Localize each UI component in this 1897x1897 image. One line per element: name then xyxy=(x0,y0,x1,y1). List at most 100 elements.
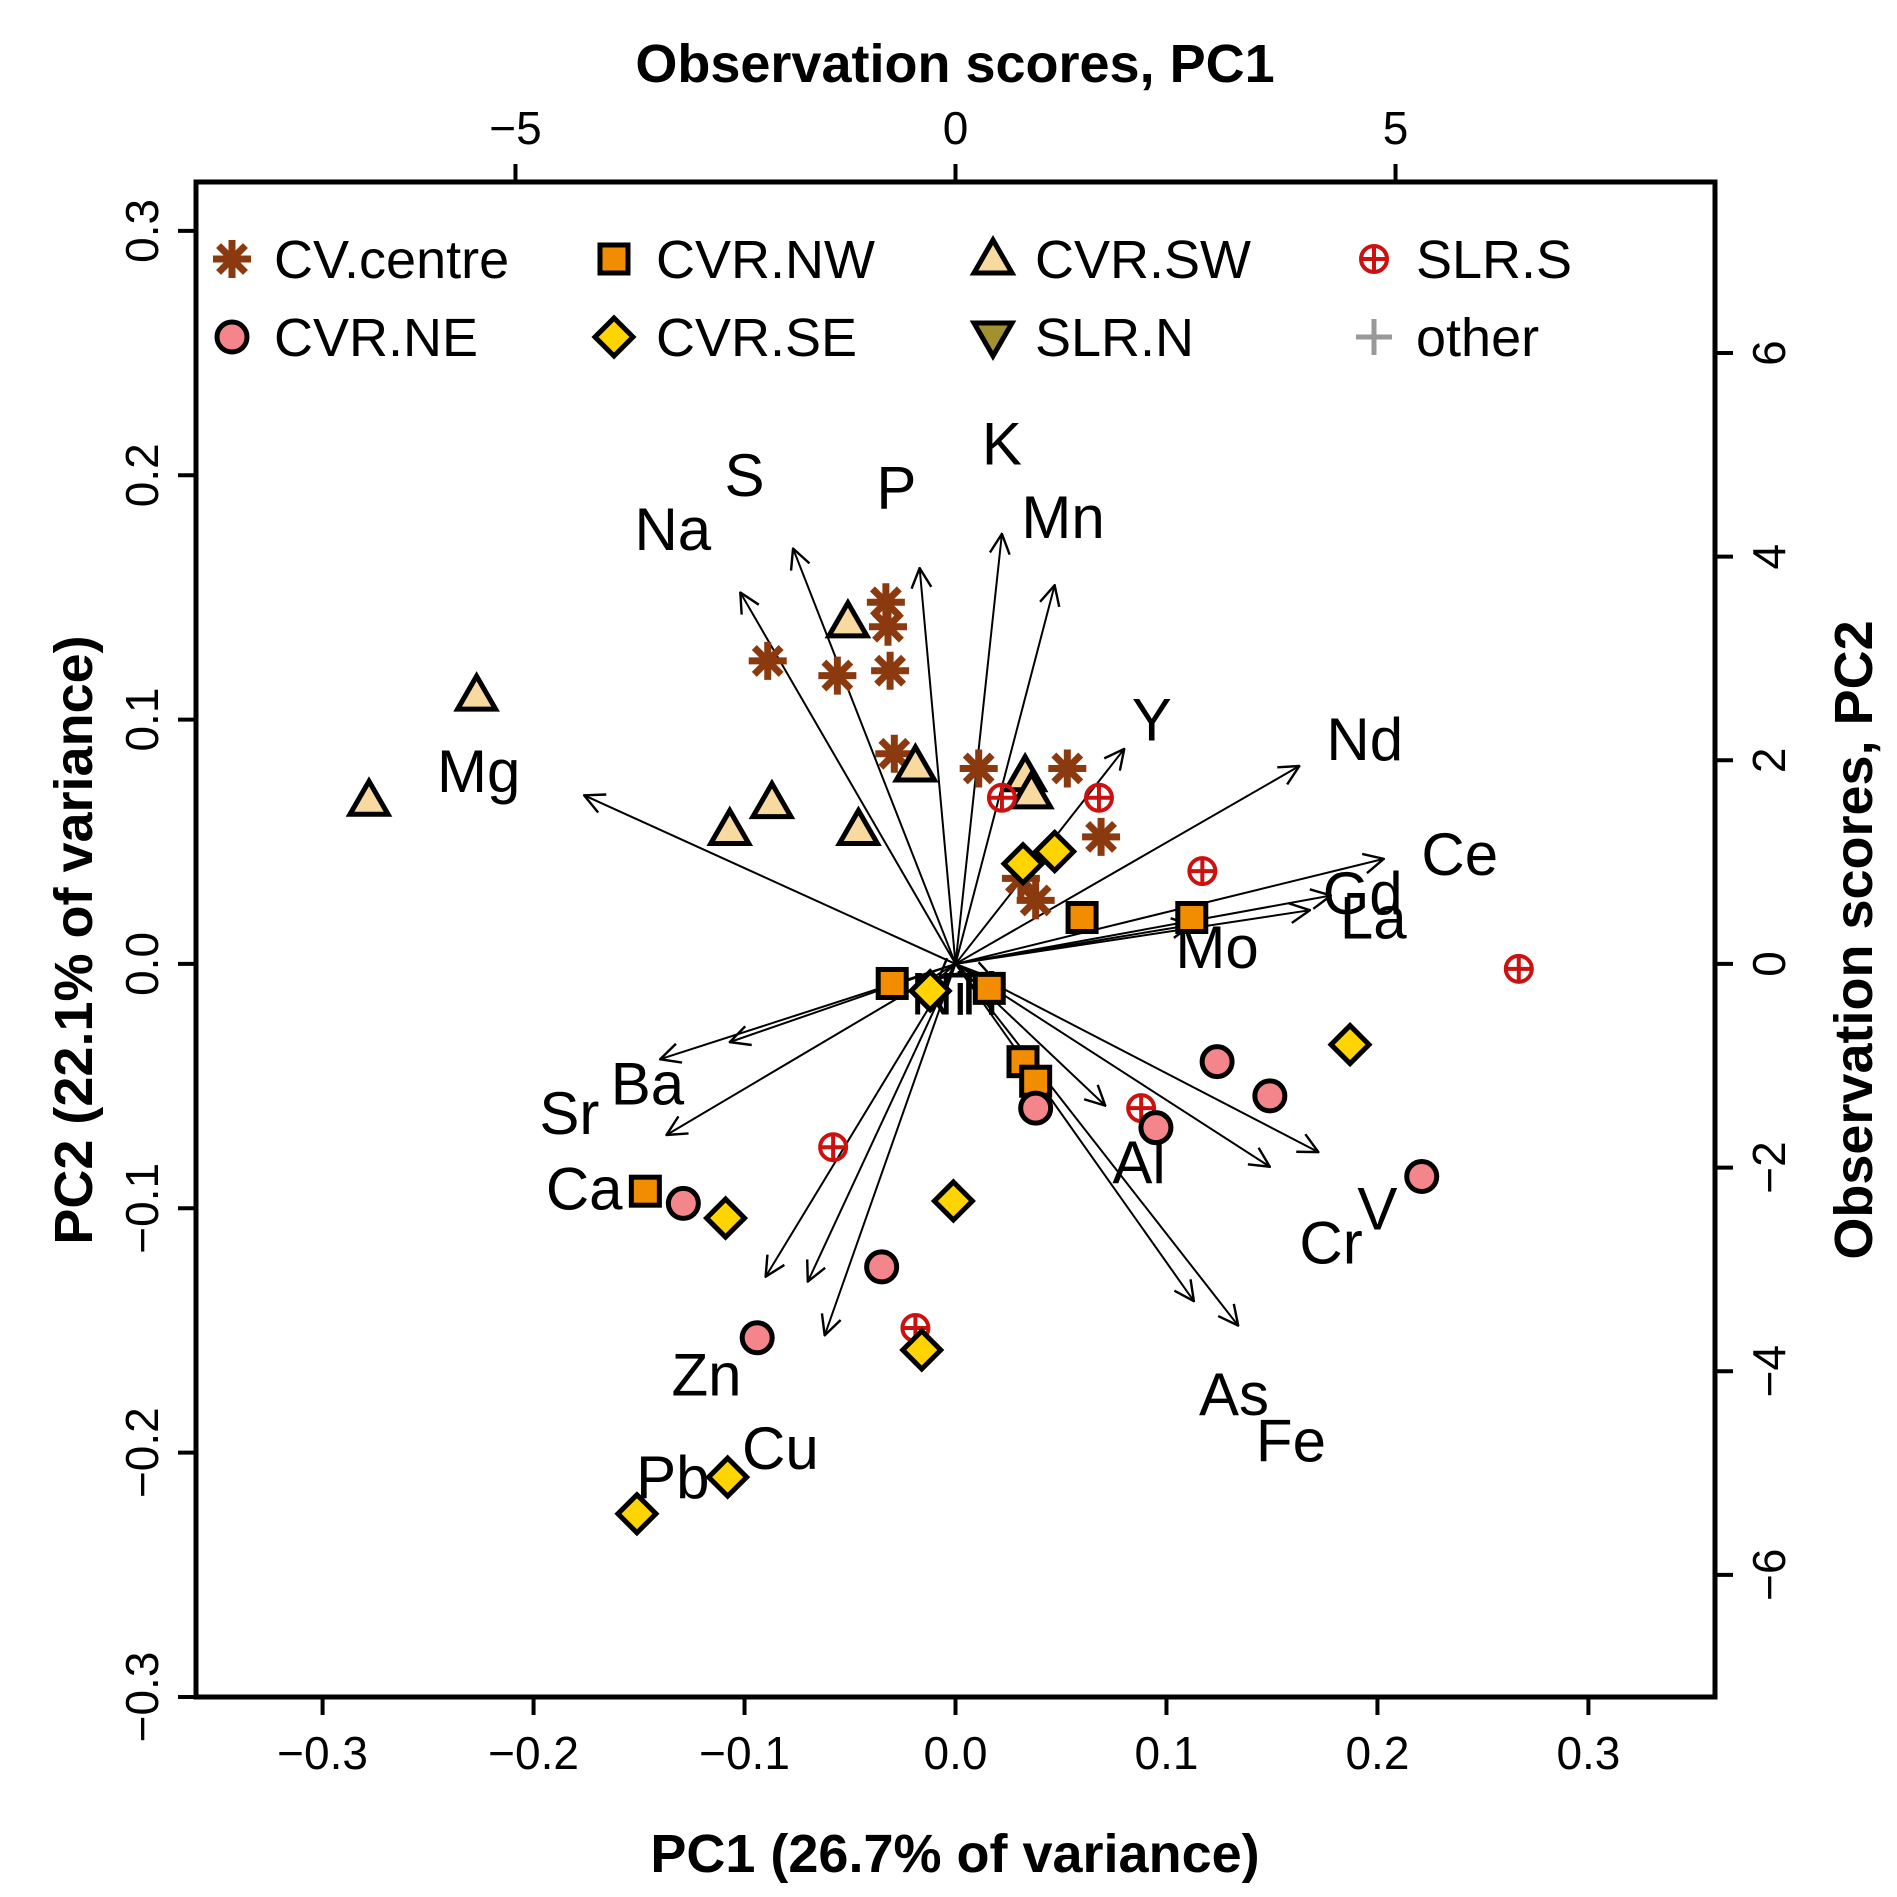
point-cvr-ne xyxy=(1199,1044,1235,1080)
loading-label-ba: Ba xyxy=(611,1051,685,1118)
axes: −0.3 −0.2 −0.1 0.0 0.1 0.2 0.3 −5 0 5 −0.3 −0.2 −0.1… xyxy=(116,102,1795,1779)
series-cv-centre xyxy=(748,583,1121,920)
left-tick-label: −0.1 xyxy=(116,1163,168,1254)
legend-label-cv-centre: CV.centre xyxy=(274,230,509,290)
point-cvr-nw xyxy=(628,1174,662,1208)
point-cvr-nw xyxy=(1175,901,1209,935)
observation-points xyxy=(345,583,1534,1537)
loading-label-v: V xyxy=(1357,1175,1397,1242)
point-cvr-sw xyxy=(1008,768,1055,810)
bottom-tick-label: 0.0 xyxy=(924,1727,988,1779)
series-cvr-se xyxy=(614,828,1373,1537)
point-cvr-nw xyxy=(875,966,909,1000)
legend-marker-other xyxy=(1356,319,1392,355)
loading-label-ca: Ca xyxy=(546,1156,623,1223)
top-tick-label: 0 xyxy=(943,102,969,154)
right-tick-label: −6 xyxy=(1743,1549,1795,1601)
loading-label-nd: Nd xyxy=(1326,706,1403,773)
legend-marker-cvr-ne xyxy=(214,319,250,355)
top-tick-label: −5 xyxy=(489,102,541,154)
loading-arrow-k xyxy=(954,534,1002,965)
loading-label-y: Y xyxy=(1132,687,1172,754)
right-tick-label: 6 xyxy=(1743,340,1795,366)
point-cv-centre xyxy=(1016,881,1055,920)
point-cvr-sw xyxy=(748,778,796,820)
legend-label-slr-n: SLR.N xyxy=(1035,308,1194,368)
loading-label-zn: Zn xyxy=(672,1341,742,1408)
legend-label-cvr-sw: CVR.SW xyxy=(1035,230,1251,290)
right-tick-label: 2 xyxy=(1743,748,1795,774)
legend-label-slr-s: SLR.S xyxy=(1416,230,1572,290)
loading-label-mn: Mn xyxy=(1021,484,1104,551)
point-cvr-se xyxy=(899,1327,945,1373)
loading-label-sr: Sr xyxy=(539,1080,599,1147)
point-cv-centre xyxy=(1082,817,1121,856)
right-tick-label: −2 xyxy=(1743,1141,1795,1193)
point-cv-centre xyxy=(959,749,998,788)
point-cvr-ne xyxy=(1404,1159,1440,1195)
loading-arrow-fe xyxy=(954,963,1239,1326)
point-cvr-ne xyxy=(1252,1078,1288,1114)
loading-label-cu: Cu xyxy=(742,1415,819,1482)
loading-arrow-zn xyxy=(766,963,957,1277)
loading-arrow-mg xyxy=(584,795,956,965)
point-slr-s xyxy=(1187,856,1218,887)
loading-label-s: S xyxy=(725,442,765,509)
loading-label-fe: Fe xyxy=(1256,1407,1326,1474)
right-tick-label: 4 xyxy=(1743,544,1795,570)
left-tick-label: 0.1 xyxy=(116,688,168,752)
left-tick-label: −0.3 xyxy=(116,1652,168,1743)
loading-arrow-as xyxy=(954,963,1194,1301)
legend-marker-cvr-nw xyxy=(597,242,631,276)
series-cvr-sw xyxy=(345,597,1055,847)
loading-arrow-cr xyxy=(954,963,1270,1167)
loading-arrow-gd xyxy=(955,896,1332,965)
point-cvr-sw xyxy=(892,741,939,783)
right-tick-label: 0 xyxy=(1743,951,1795,977)
point-cv-centre xyxy=(748,641,787,680)
point-cvr-nw xyxy=(972,971,1006,1005)
loading-label-na: Na xyxy=(634,496,711,563)
bottom-tick-label: 0.1 xyxy=(1134,1727,1198,1779)
loading-arrow-mn xyxy=(954,585,1055,965)
loading-label-k: K xyxy=(982,410,1022,477)
left-tick-label: 0.3 xyxy=(116,199,168,263)
legend-marker-slr-s xyxy=(1359,244,1389,274)
point-cvr-se xyxy=(907,968,953,1014)
legend-label-other: other xyxy=(1416,308,1539,368)
point-cvr-ne xyxy=(665,1185,701,1221)
top-axis-title: Observation scores, PC1 xyxy=(635,34,1274,94)
loading-label-mg: Mg xyxy=(437,738,520,805)
point-cv-centre xyxy=(1048,749,1087,788)
point-cv-centre xyxy=(875,734,914,773)
loading-arrow-nd xyxy=(955,766,1300,965)
point-slr-s xyxy=(986,782,1017,813)
point-cv-centre xyxy=(818,656,857,695)
point-slr-s xyxy=(1503,953,1534,984)
point-cvr-se xyxy=(1032,828,1078,875)
right-tick-label: −4 xyxy=(1743,1345,1795,1397)
point-cvr-sw xyxy=(824,597,872,639)
point-cvr-nw xyxy=(1065,901,1099,935)
point-cvr-sw xyxy=(706,805,754,847)
left-tick-label: −0.2 xyxy=(116,1407,168,1498)
point-cvr-sw xyxy=(835,805,882,847)
top-tick-label: 5 xyxy=(1383,102,1409,154)
series-slr-s xyxy=(818,782,1534,1344)
point-cvr-se xyxy=(703,1195,749,1241)
series-cvr-nw xyxy=(628,901,1209,1208)
loading-label-pb: Pb xyxy=(636,1444,709,1511)
legend-label-cvr-se: CVR.SE xyxy=(656,308,857,368)
point-cv-centre xyxy=(871,651,910,690)
point-cvr-nw xyxy=(1019,1064,1053,1098)
point-cvr-se xyxy=(930,1178,976,1224)
loading-arrow-p xyxy=(920,568,957,965)
legend-marker-cvr-se xyxy=(591,314,637,360)
left-tick-label: 0.0 xyxy=(116,932,168,996)
loading-label-p: P xyxy=(876,454,916,521)
plot-frame xyxy=(193,179,1718,1700)
point-slr-s xyxy=(1083,782,1114,813)
left-axis-title: PC2 (22.1% of variance) xyxy=(44,635,104,1244)
loading-label-la: La xyxy=(1340,885,1407,952)
legend-marker-slr-n xyxy=(969,320,1017,362)
